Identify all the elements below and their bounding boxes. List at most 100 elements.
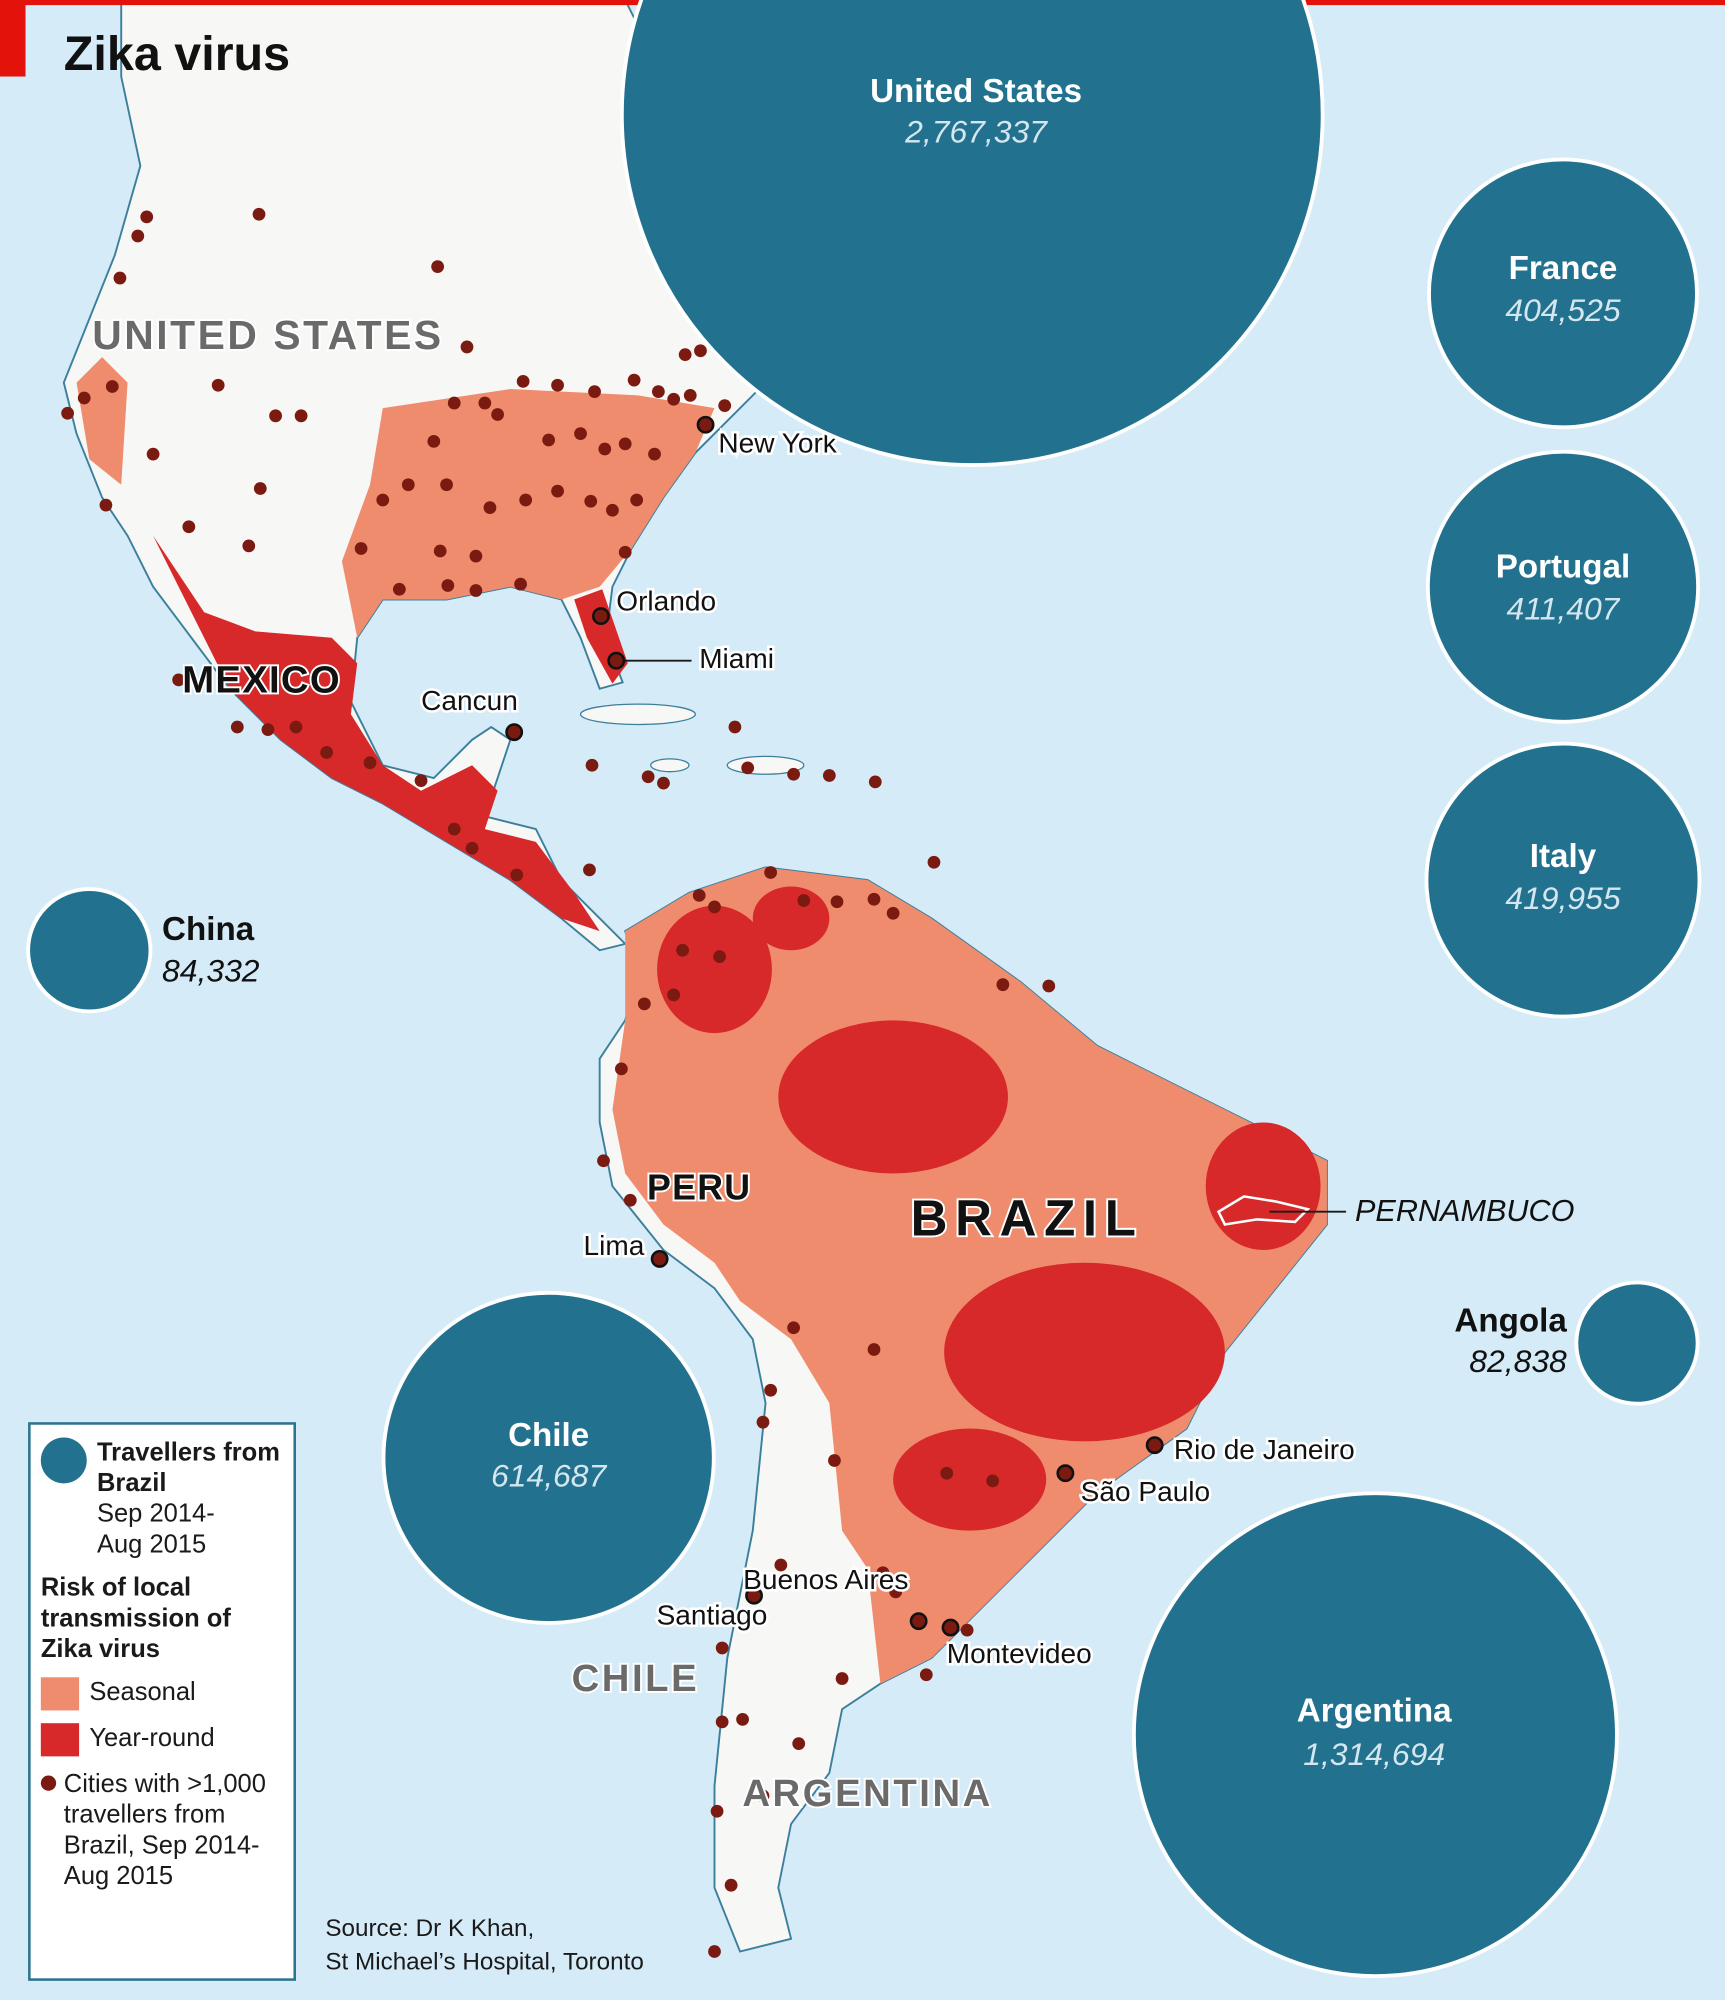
city-label: Santiago	[657, 1600, 768, 1631]
city-dot	[678, 348, 692, 361]
bubble-name: Portugal	[1496, 549, 1631, 586]
city-label: Lima	[584, 1230, 645, 1261]
city-dot	[630, 493, 644, 507]
legend-period: Sep 2014-Aug 2015	[96, 1499, 215, 1559]
city-dot	[828, 1454, 841, 1467]
bubble-name: China	[162, 911, 255, 948]
city-dot	[756, 1415, 770, 1429]
city-dot	[657, 776, 670, 790]
city-dot	[715, 1641, 729, 1655]
city-dot	[230, 720, 244, 734]
city-dot	[478, 396, 492, 410]
city-dot	[919, 1668, 933, 1682]
city-dot	[741, 761, 755, 775]
city-dot	[294, 409, 308, 423]
city-dot	[835, 1672, 849, 1685]
mexico-year-round	[153, 535, 600, 932]
corner-tag	[0, 0, 26, 77]
city-dot	[715, 1715, 729, 1729]
bubble-value: 84,332	[162, 953, 260, 989]
city-dot	[583, 863, 596, 877]
city-dot	[597, 1154, 610, 1168]
city-dot	[447, 396, 461, 410]
traveller-bubble	[620, 0, 1325, 467]
named-city-dot	[941, 1618, 960, 1637]
city-dot	[736, 1712, 749, 1726]
city-label: Cancun	[421, 685, 518, 716]
city-dot	[787, 767, 800, 781]
city-dot	[683, 389, 697, 402]
city-dot	[996, 978, 1010, 992]
city-dot	[483, 501, 497, 515]
city-dot	[627, 373, 641, 387]
city-dot	[694, 344, 707, 358]
city-dot	[516, 374, 530, 388]
traveller-bubble	[1424, 741, 1702, 1019]
city-dot	[986, 1474, 1000, 1488]
city-dot	[637, 997, 651, 1011]
title: Zika virus	[64, 27, 290, 81]
country-label: CHILE	[572, 1657, 700, 1700]
city-label: New York	[718, 428, 837, 459]
bubble-name: Angola	[1454, 1302, 1567, 1339]
swatch-year-round	[40, 1723, 80, 1757]
city-label: Rio de Janeiro	[1174, 1434, 1355, 1465]
legend-risk-title: Risk of local transmission of Zika virus	[40, 1573, 231, 1664]
source-line: Source: Dr K Khan,	[325, 1915, 535, 1943]
city-dot	[469, 549, 483, 563]
city-dot	[551, 378, 564, 392]
city-dot	[764, 1383, 778, 1397]
city-dot	[614, 1062, 628, 1076]
city-dot	[427, 434, 441, 448]
city-dot	[618, 545, 632, 559]
city-dot	[787, 1321, 800, 1335]
city-dot	[261, 723, 275, 736]
swatch-seasonal	[40, 1677, 80, 1711]
bubble-value: 419,955	[1505, 880, 1621, 916]
bubble-value: 404,525	[1505, 292, 1621, 328]
city-dot	[868, 775, 882, 789]
city-dot	[1042, 979, 1056, 993]
city-label: Miami	[699, 643, 774, 674]
city-dot	[584, 494, 598, 508]
legend-seasonal-row: Seasonal	[40, 1677, 283, 1711]
country-label: BRAZIL	[911, 1189, 1144, 1246]
legend-year-round-row: Year-round	[40, 1723, 283, 1757]
city-dot	[876, 1566, 890, 1580]
city-dot	[465, 841, 479, 855]
city-dot	[182, 520, 196, 534]
named-city-dot	[592, 607, 610, 625]
city-dot	[491, 408, 504, 421]
bubble-value: 411,407	[1507, 590, 1621, 626]
city-dot	[514, 577, 527, 591]
city-dot	[433, 544, 447, 558]
zone	[778, 1020, 1008, 1174]
city-dot	[140, 210, 154, 224]
city-dot	[551, 484, 564, 498]
city-dot	[797, 894, 811, 907]
city-label: São Paulo	[1081, 1476, 1210, 1507]
city-dot	[708, 1945, 721, 1958]
zone	[944, 1262, 1225, 1442]
city-dot	[131, 229, 145, 243]
city-dot	[61, 406, 75, 420]
source: Source: Dr K Khan, St Michael’s Hospital…	[325, 1913, 643, 1978]
legend-bubble-text: Travellers from Brazil Sep 2014-Aug 2015	[97, 1437, 283, 1559]
traveller-bubble	[1131, 1491, 1619, 1979]
traveller-bubble	[26, 887, 153, 1014]
city-dot	[172, 673, 186, 687]
city-dot	[440, 478, 453, 492]
city-dot	[441, 579, 455, 592]
city-dot	[99, 498, 113, 512]
city-dot	[708, 900, 721, 914]
bubble-name: France	[1509, 250, 1618, 287]
city-dot	[830, 895, 844, 909]
legend-bubble-title: Travellers from Brazil	[96, 1438, 280, 1498]
city-dot	[447, 822, 461, 836]
legend-bubble	[40, 1437, 87, 1484]
city-dot	[718, 399, 732, 412]
island	[650, 758, 690, 773]
city-dot	[519, 493, 533, 507]
legend-dot	[40, 1775, 57, 1791]
